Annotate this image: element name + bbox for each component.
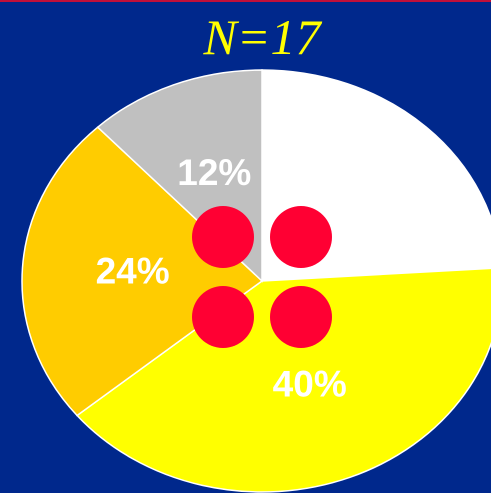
- labels: 40% 24% 12%: [96, 152, 347, 405]
- chart-title: N=17: [202, 9, 322, 65]
- marker: [270, 286, 332, 348]
- marker: [192, 286, 254, 348]
- markers: [192, 206, 332, 348]
- pie-slice: [75, 267, 491, 493]
- data-label: 24%: [96, 251, 170, 292]
- pie-slice: [21, 126, 264, 417]
- data-label: 40%: [273, 364, 347, 405]
- marker: [270, 206, 332, 268]
- pie: [21, 69, 491, 493]
- top-border: [0, 0, 491, 2]
- marker: [192, 206, 254, 268]
- data-label: 12%: [177, 152, 251, 193]
